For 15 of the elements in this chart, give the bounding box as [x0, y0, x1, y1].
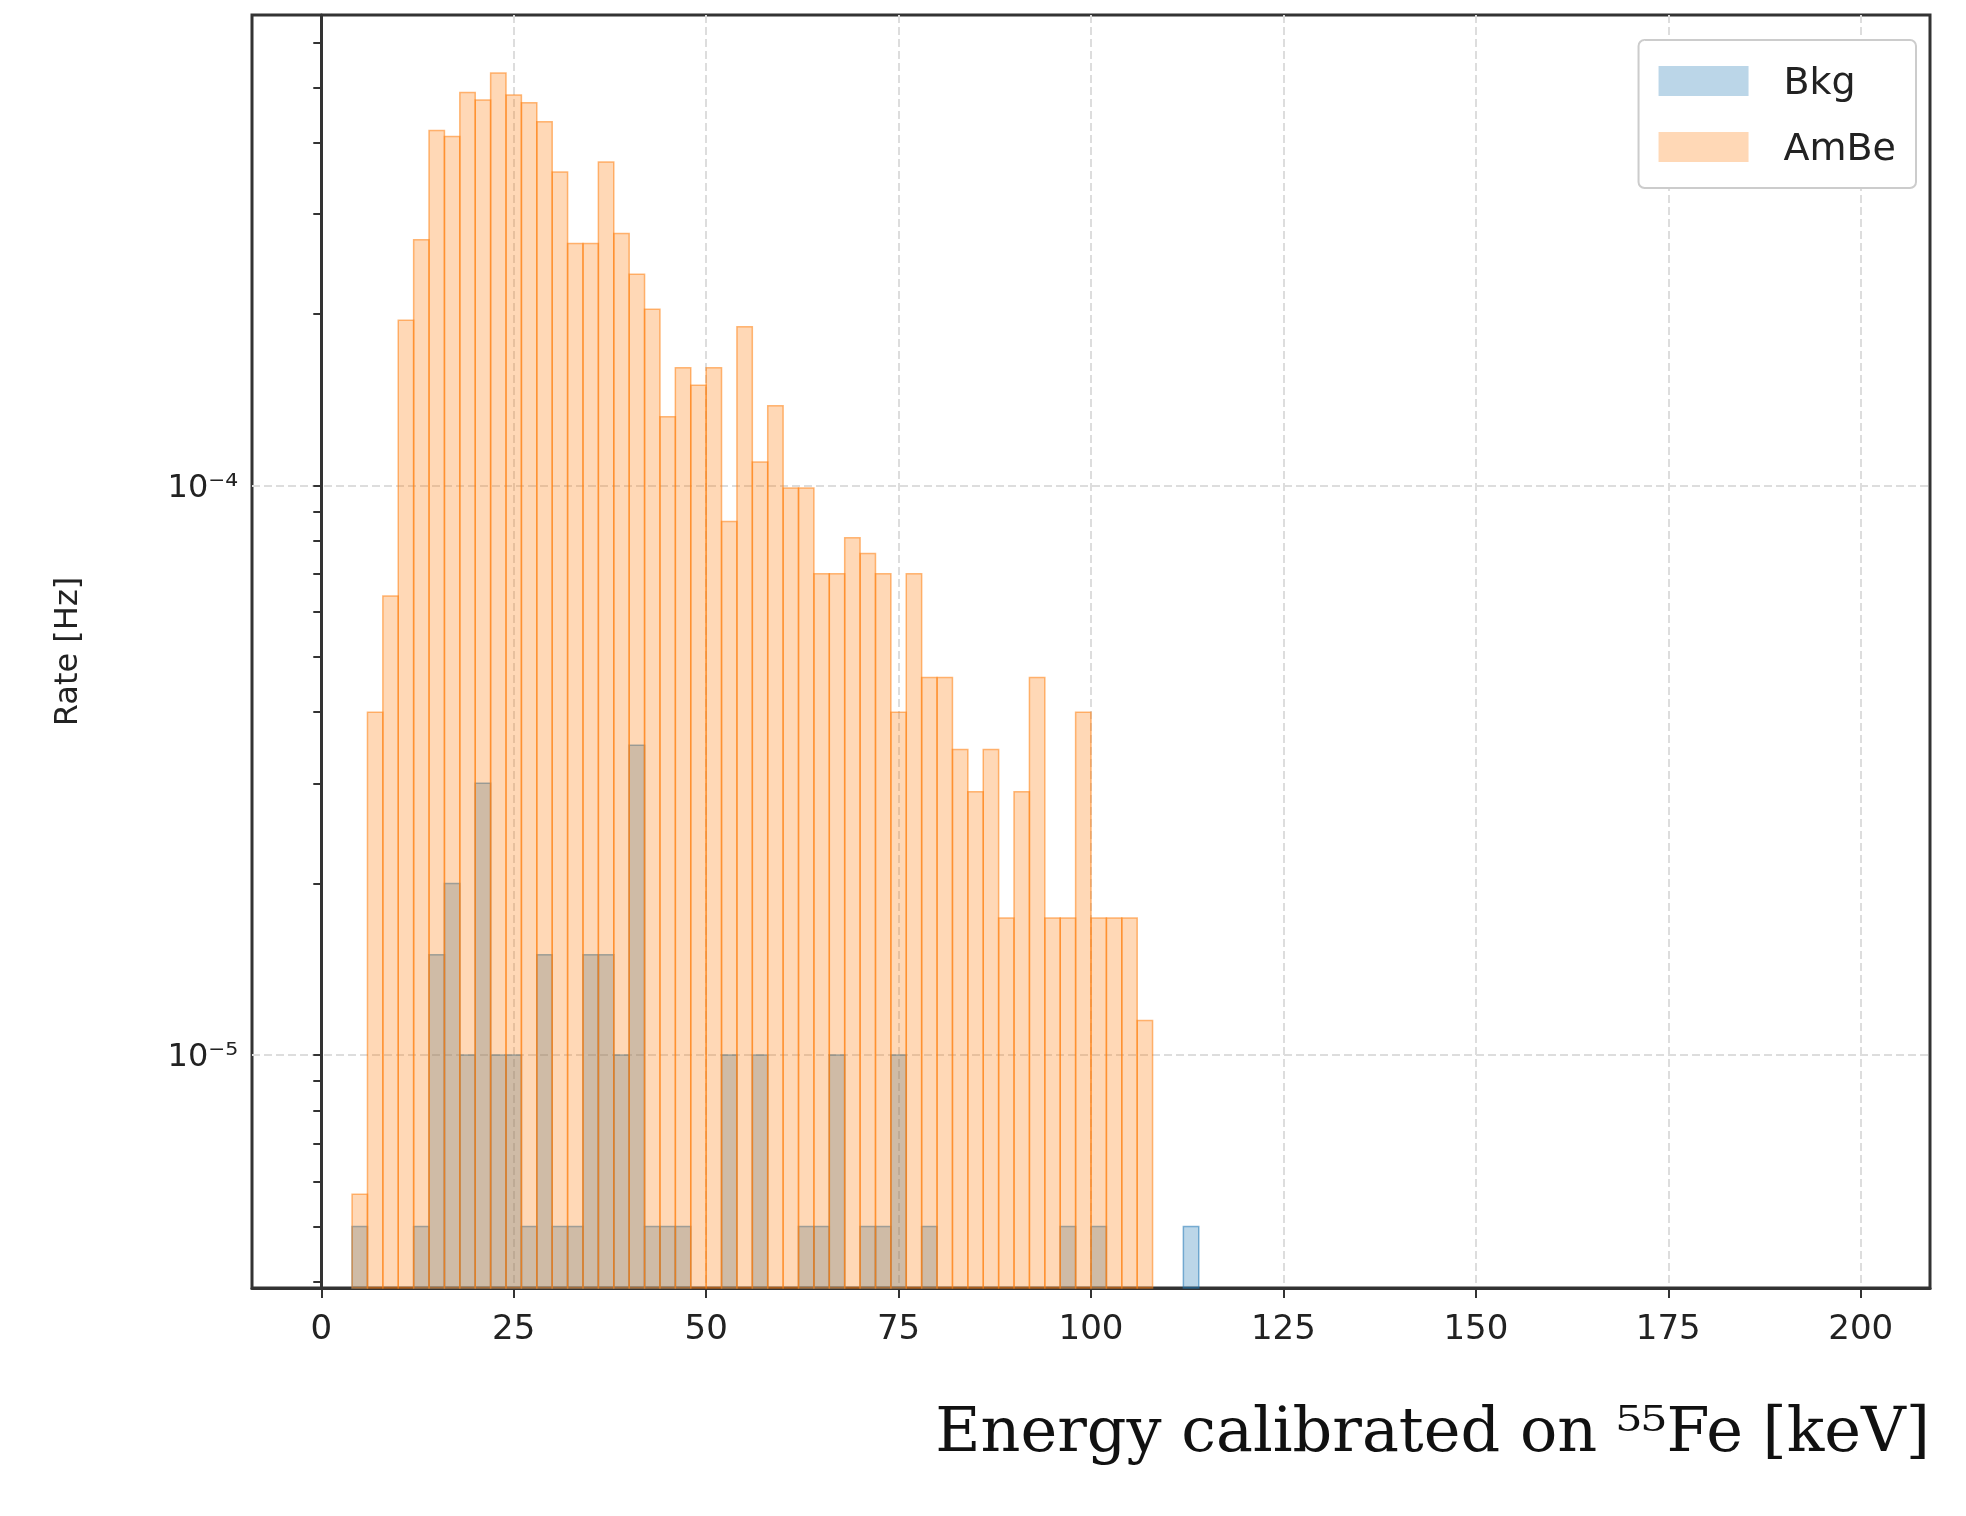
x-tick-label: 25	[492, 1307, 536, 1347]
x-axis-title: Energy calibrated on ⁵⁵Fe [keV]	[935, 1392, 1930, 1466]
x-tick-label: 175	[1635, 1307, 1701, 1347]
x-tick-label: 75	[876, 1307, 921, 1347]
y-axis-title: Rate [Hz]	[47, 576, 85, 727]
x-tick-label: 150	[1443, 1307, 1509, 1347]
x-tick-label: 100	[1058, 1307, 1124, 1347]
x-tick-label: 125	[1250, 1307, 1316, 1347]
legend-label: AmBe	[1783, 125, 1897, 169]
x-tick-label: 200	[1828, 1307, 1894, 1347]
y-tick-label: 10⁻⁴	[167, 466, 238, 505]
y-tick-label: 10⁻⁵	[167, 1036, 238, 1075]
x-tick-label: 50	[684, 1307, 728, 1347]
legend-label: Bkg	[1783, 59, 1856, 103]
x-tick-label: 0	[310, 1307, 333, 1347]
